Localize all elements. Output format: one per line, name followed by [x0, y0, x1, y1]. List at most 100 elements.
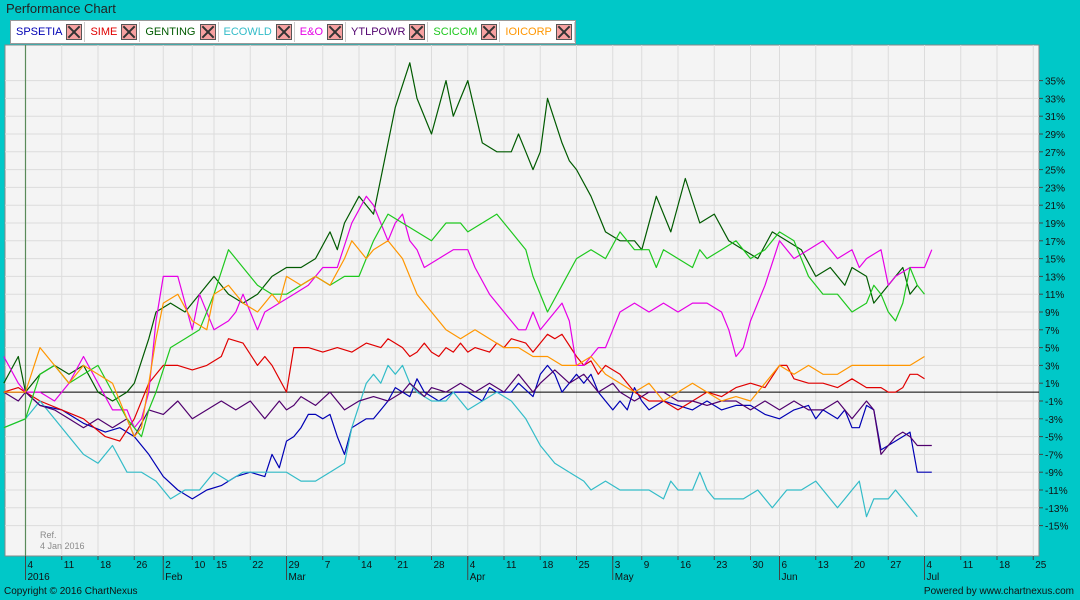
y-tick-label: 11% — [1045, 290, 1064, 301]
y-tick-label: -7% — [1045, 450, 1063, 461]
y-tick-label: 7% — [1045, 326, 1060, 337]
y-tick-label: -15% — [1045, 522, 1068, 533]
remove-series-icon[interactable] — [66, 24, 83, 40]
x-tick-label: 11 — [64, 560, 75, 571]
y-tick-label: 31% — [1045, 112, 1065, 123]
y-tick-label: 23% — [1045, 183, 1065, 194]
y-tick-label: 35% — [1045, 77, 1065, 88]
legend-item-eo[interactable]: E&O — [295, 22, 347, 42]
x-tick-label: 20 — [854, 560, 866, 571]
x-tick-label: 4 — [28, 560, 34, 571]
series-line-scicom — [3, 213, 925, 438]
legend-label: E&O — [299, 26, 324, 38]
x-tick-label: 30 — [753, 560, 765, 571]
series-line-ecowld — [3, 364, 918, 518]
month-label: Jul — [927, 572, 940, 583]
y-axis: 35% 33% 31% 29% 27% 25% 23% 21% 19% 17% 15% 13% 11% 9… — [1039, 77, 1068, 533]
y-tick-label: 19% — [1045, 219, 1065, 230]
legend: SPSETIA SIME GENTING ECOWLD E&O YTLPOWR … — [10, 20, 576, 44]
x-tick-label: 18 — [999, 560, 1011, 571]
legend-label: IOICORP — [505, 26, 552, 38]
y-tick-label: 21% — [1045, 201, 1065, 212]
legend-label: SCICOM — [433, 26, 478, 38]
x-tick-label: 18 — [100, 560, 112, 571]
y-tick-label: 25% — [1045, 166, 1065, 177]
remove-series-icon[interactable] — [409, 24, 426, 40]
x-tick-label: 7 — [325, 560, 331, 571]
x-tick-label: 10 — [194, 560, 206, 571]
y-tick-label: 15% — [1045, 255, 1065, 266]
y-tick-label: 3% — [1045, 361, 1060, 372]
y-tick-label: -13% — [1045, 504, 1068, 515]
x-tick-label: 22 — [252, 560, 264, 571]
x-tick-label: 16 — [680, 560, 692, 571]
legend-item-ioicorp[interactable]: IOICORP — [500, 22, 575, 42]
legend-item-spsetia[interactable]: SPSETIA — [11, 22, 86, 42]
x-tick-label: 28 — [434, 560, 446, 571]
x-tick-label: 3 — [615, 560, 621, 571]
x-tick-label: 6 — [782, 560, 788, 571]
y-tick-label: -5% — [1045, 433, 1063, 444]
x-tick-label: 21 — [397, 560, 409, 571]
series-line-ytlpowr — [3, 369, 932, 455]
y-tick-label: 13% — [1045, 272, 1065, 283]
month-label: Apr — [470, 572, 486, 583]
series-line-sime — [3, 333, 925, 442]
month-label: Mar — [289, 572, 307, 583]
series-line-genting — [3, 62, 918, 402]
x-tick-label: 2 — [165, 560, 171, 571]
remove-series-icon[interactable] — [199, 24, 216, 40]
legend-item-ecowld[interactable]: ECOWLD — [219, 22, 295, 42]
x-tick-label: 18 — [542, 560, 554, 571]
chart-title: Performance Chart — [6, 1, 116, 16]
remove-series-icon[interactable] — [555, 24, 572, 40]
y-tick-label: 1% — [1045, 379, 1060, 390]
legend-item-ytlpowr[interactable]: YTLPOWR — [346, 22, 429, 42]
legend-item-scicom[interactable]: SCICOM — [428, 22, 501, 42]
x-tick-label: 23 — [716, 560, 728, 571]
legend-label: YTLPOWR — [351, 26, 406, 38]
legend-label: GENTING — [145, 26, 196, 38]
series-lines — [3, 62, 933, 518]
powered-by-link[interactable]: Powered by www.chartnexus.com — [923, 586, 1074, 597]
y-tick-label: 9% — [1045, 308, 1060, 319]
month-label: May — [615, 572, 634, 583]
month-label: Feb — [165, 572, 183, 583]
y-tick-label: 29% — [1045, 130, 1065, 141]
remove-series-icon[interactable] — [327, 24, 344, 40]
x-axis: 4 11 18 26 2 10 15 22 29 7 14 21 28 4 11 18 25 3 9 16 23 30 6 1… — [25, 556, 1047, 583]
reference-date: 4 Jan 2016 — [40, 541, 85, 551]
x-tick-label: 14 — [361, 560, 373, 571]
remove-series-icon[interactable] — [275, 24, 292, 40]
x-tick-label: 11 — [506, 560, 517, 571]
x-tick-label: 29 — [289, 560, 301, 571]
series-line-ioicorp — [3, 240, 925, 438]
legend-item-sime[interactable]: SIME — [85, 22, 141, 42]
y-tick-label: 33% — [1045, 94, 1065, 105]
y-tick-label: -1% — [1045, 397, 1063, 408]
copyright: Copyright © 2016 ChartNexus — [4, 586, 138, 597]
x-tick-label: 13 — [818, 560, 830, 571]
grid — [5, 45, 1039, 556]
y-tick-label: 17% — [1045, 237, 1065, 248]
legend-label: SPSETIA — [16, 26, 63, 38]
x-tick-label: 26 — [136, 560, 148, 571]
x-tick-label: 4 — [927, 560, 933, 571]
plot-area — [4, 44, 1040, 557]
y-tick-label: 5% — [1045, 344, 1060, 355]
x-tick-label: 25 — [1035, 560, 1047, 571]
y-tick-label: -11% — [1045, 486, 1068, 497]
reference-label: Ref. — [40, 530, 57, 540]
x-tick-label: 4 — [470, 560, 476, 571]
x-tick-label: 15 — [216, 560, 228, 571]
y-tick-label: 27% — [1045, 148, 1065, 159]
remove-series-icon[interactable] — [121, 24, 138, 40]
legend-label: SIME — [90, 26, 118, 38]
x-tick-label: 27 — [890, 560, 902, 571]
legend-item-genting[interactable]: GENTING — [140, 22, 219, 42]
month-label: 2016 — [28, 572, 51, 583]
remove-series-icon[interactable] — [481, 24, 498, 40]
legend-label: ECOWLD — [223, 26, 272, 38]
x-tick-label: 25 — [579, 560, 591, 571]
